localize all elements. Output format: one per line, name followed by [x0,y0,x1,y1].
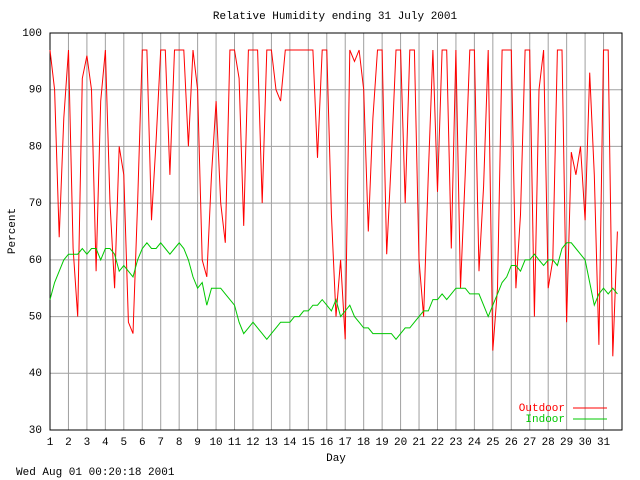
x-tick-label: 31 [597,437,611,449]
y-tick-label: 50 [29,311,42,323]
legend-label: Outdoor [519,403,565,415]
x-tick-label: 3 [84,437,91,449]
x-tick-label: 9 [194,437,201,449]
y-tick-label: 30 [29,425,42,437]
x-tick-label: 29 [560,437,573,449]
y-axis-label: Percent [7,208,19,254]
x-tick-label: 23 [449,437,462,449]
x-tick-label: 24 [468,437,482,449]
x-tick-label: 6 [139,437,146,449]
x-tick-label: 16 [320,437,333,449]
footer: Wed Aug 01 00:20:18 2001 [16,467,175,479]
x-tick-label: 30 [578,437,591,449]
x-tick-label: 20 [394,437,407,449]
x-tick-label: 11 [228,437,242,449]
y-tick-label: 100 [22,28,42,40]
x-tick-label: 1 [47,437,54,449]
x-tick-label: 27 [523,437,536,449]
y-tick-label: 80 [29,141,42,153]
chart-title: Relative Humidity ending 31 July 2001 [213,11,458,23]
plot-frame [49,32,623,431]
x-tick-label: 14 [283,437,297,449]
legend-label: Indoor [525,414,565,426]
series-line [49,49,618,357]
x-tick-label: 5 [121,437,128,449]
y-tick-label: 70 [29,198,42,210]
y-tick-label: 40 [29,368,42,380]
x-tick-label: 21 [412,437,426,449]
x-tick-label: 4 [102,437,109,449]
series-line [49,242,618,341]
x-tick-label: 15 [302,437,315,449]
x-tick-label: 17 [339,437,352,449]
x-tick-label: 28 [542,437,555,449]
x-tick-label: 19 [376,437,389,449]
x-tick-label: 7 [157,437,164,449]
x-axis-label: Day [326,453,346,465]
x-tick-label: 25 [486,437,499,449]
x-tick-label: 8 [176,437,183,449]
x-tick-label: 10 [209,437,222,449]
x-tick-label: 18 [357,437,370,449]
y-tick-label: 90 [29,85,42,97]
y-tick-label: 60 [29,255,42,267]
x-tick-label: 22 [431,437,444,449]
x-tick-label: 26 [505,437,518,449]
x-tick-label: 2 [65,437,72,449]
x-tick-label: 13 [265,437,278,449]
x-tick-label: 12 [246,437,259,449]
